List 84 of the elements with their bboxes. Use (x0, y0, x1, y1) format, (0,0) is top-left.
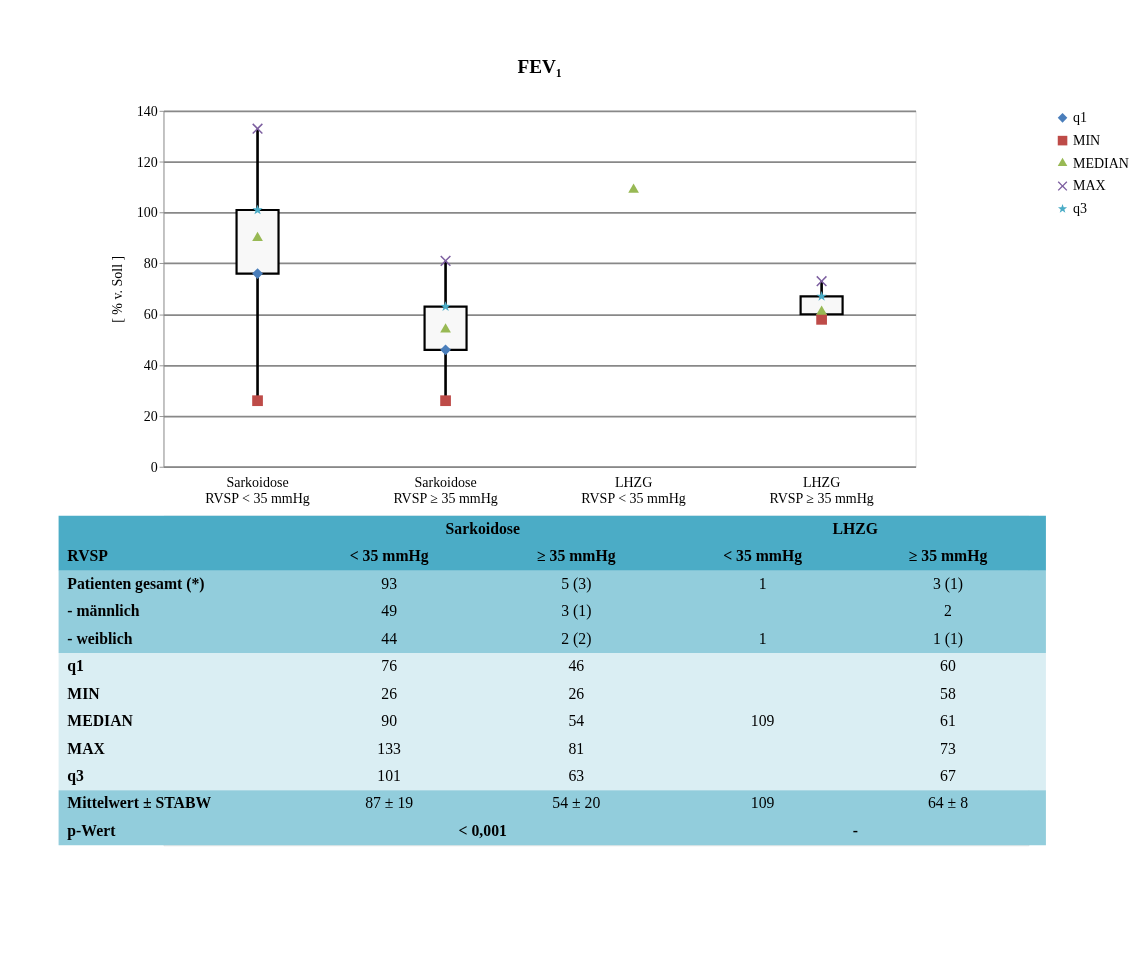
text: ≥ 35 mmHg (908, 547, 988, 566)
text: 93 (381, 574, 398, 592)
text: 109 (750, 794, 775, 812)
point (628, 183, 639, 193)
text: - weiblich (67, 629, 133, 647)
point (440, 255, 451, 267)
text: 3 (1) (932, 574, 964, 593)
text: 54 ± 20 (552, 794, 601, 812)
point (816, 291, 827, 301)
text: 133 (377, 739, 402, 757)
text: 61 (940, 712, 956, 730)
point (440, 395, 451, 407)
y-tick-label: 40 (143, 357, 158, 373)
text: MAX (67, 739, 106, 757)
text: Mittelwert ± STABW (67, 794, 212, 812)
text: 44 (381, 629, 398, 647)
y-tick-label: 0 (150, 459, 158, 475)
legend-label: q3 (1073, 201, 1088, 217)
text: 3 (1) (561, 602, 592, 621)
text: 46 (568, 657, 585, 675)
y-tick-label: 140 (136, 103, 158, 119)
x-tick-label: Sarkoidose RVSP ≥ 35 mmHg (393, 475, 498, 507)
text: 2 (2) (561, 629, 592, 648)
x-tick-label: LHZG RVSP < 35 mmHg (581, 475, 686, 507)
point (252, 123, 263, 135)
text: 87 ± 19 (365, 794, 414, 812)
point (440, 301, 451, 311)
text: 64 ± 8 (927, 794, 969, 812)
text: - männlich (67, 602, 140, 620)
text: 109 (750, 712, 775, 730)
legend-label: MAX (1073, 178, 1106, 194)
point (816, 305, 827, 315)
text: LHZG (832, 519, 879, 537)
text: - (852, 821, 858, 839)
point (252, 268, 263, 279)
y-tick-label: 100 (136, 205, 158, 221)
point (252, 231, 263, 242)
point (440, 344, 451, 356)
text: ≥ 35 mmHg (537, 547, 616, 566)
point (440, 323, 451, 333)
text: 60 (940, 657, 956, 675)
text: p-Wert (67, 821, 117, 840)
text: 26 (381, 684, 398, 702)
text: RVSP (67, 547, 109, 565)
legend-label: MIN (1073, 132, 1101, 148)
text: 1 (758, 629, 767, 647)
text: Patienten gesamt (*) (67, 574, 205, 593)
text: Sarkoidose (445, 519, 520, 537)
text: 2 (944, 602, 952, 620)
text: MIN (67, 684, 101, 702)
text: 101 (377, 767, 401, 785)
y-tick-label: 120 (136, 154, 158, 170)
text: < 35 mmHg (723, 547, 803, 566)
y-tick-label: 80 (143, 256, 158, 272)
text: 63 (568, 767, 585, 785)
legend-label: MEDIAN (1073, 155, 1129, 171)
text: 1 (758, 574, 767, 592)
text: 26 (568, 684, 585, 702)
text: 58 (940, 684, 956, 702)
text: 81 (568, 739, 585, 757)
text: 90 (381, 712, 398, 730)
x-tick-label: LHZG RVSP ≥ 35 mmHg (769, 475, 874, 507)
text: 5 (3) (561, 574, 592, 593)
y-axis-title: [ % v. Soll ] (109, 255, 125, 323)
text: MEDIAN (67, 712, 134, 730)
text: q1 (67, 657, 85, 676)
point (816, 275, 827, 287)
point (252, 204, 263, 215)
text: q3 (67, 767, 85, 786)
text: 73 (940, 739, 956, 757)
text: 1 (1) (932, 629, 964, 648)
text: < 0,001 (458, 821, 508, 839)
text: 67 (940, 767, 956, 785)
text: 49 (381, 602, 398, 620)
text: < 35 mmHg (349, 547, 429, 566)
text: 76 (381, 657, 398, 675)
x-tick-label: Sarkoidose RVSP < 35 mmHg (205, 475, 310, 507)
legend-label: q1 (1073, 110, 1088, 126)
point (816, 313, 827, 325)
y-tick-label: 60 (143, 307, 158, 323)
chart-title: FEV₁ (517, 56, 562, 78)
y-tick-label: 20 (143, 408, 158, 424)
point (252, 395, 263, 407)
text: 54 (568, 712, 585, 730)
